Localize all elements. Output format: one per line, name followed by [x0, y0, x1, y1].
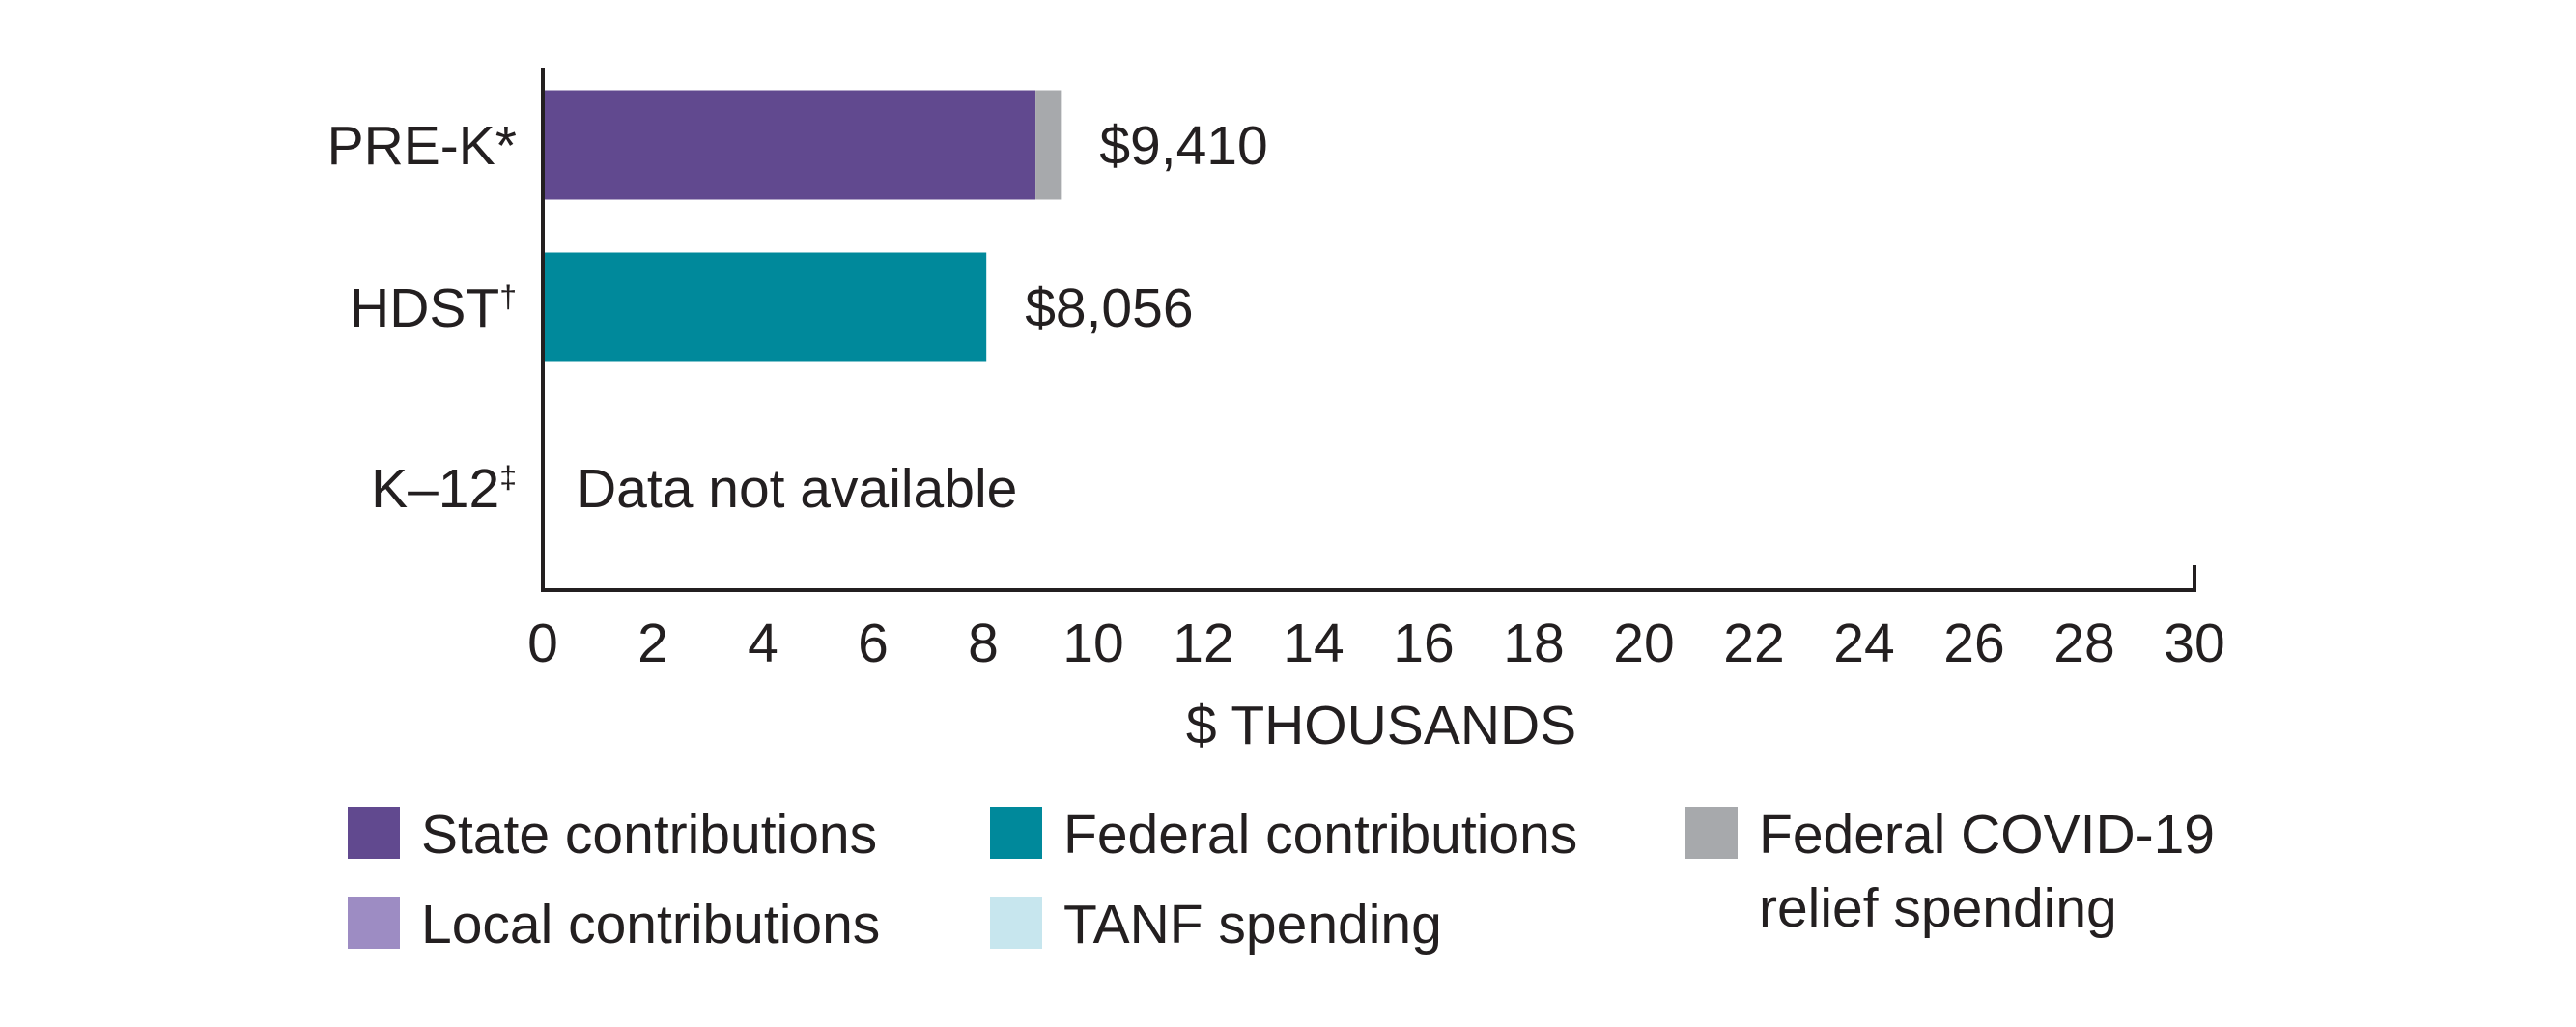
x-tick-label-18: 18: [1503, 613, 1564, 674]
x-tick-label-12: 12: [1173, 613, 1233, 674]
x-tick-label-10: 10: [1062, 613, 1123, 674]
category-label-hdst: HDST†: [350, 277, 517, 339]
category-label-k-12: K–12‡: [371, 458, 517, 520]
legend-label: TANF spending: [1063, 894, 1442, 956]
x-axis-title: $ THOUSANDS: [1186, 695, 1576, 756]
x-tick-label-4: 4: [748, 613, 778, 674]
legend-item-state-contributions: State contributions: [348, 804, 877, 866]
x-tick-label-24: 24: [1833, 613, 1894, 674]
legend-item-federal-covid-19-relief-spending: Federal COVID-19 relief spending: [1685, 804, 2215, 939]
legend-label: Local contributions: [421, 894, 880, 956]
x-tick-label-0: 0: [527, 613, 558, 674]
legend-item-tanf-spending: TANF spending: [990, 894, 1442, 956]
category-labels: PRE-K* HDST† K–12‡: [327, 115, 517, 520]
legend-label: Federal contributions: [1063, 804, 1577, 866]
legend-swatch-federal-contributions: [990, 807, 1042, 859]
legend-swatch-local-contributions: [348, 897, 400, 949]
legend-label: State contributions: [421, 804, 877, 866]
category-label-pre-k: PRE-K*: [327, 115, 517, 177]
x-tick-label-28: 28: [2053, 613, 2114, 674]
value-labels: $9,410 $8,056 Data not available: [577, 115, 1268, 520]
no-data-label: Data not available: [577, 458, 1017, 520]
x-tick-label-6: 6: [858, 613, 889, 674]
x-tick-label-8: 8: [968, 613, 999, 674]
legend-swatch-state-contributions: [348, 807, 400, 859]
legend-label: relief spending: [1759, 877, 2117, 939]
bar-pre-k-federal-covid-19-relief-spending: [1035, 90, 1062, 200]
bars-layer: [543, 90, 1062, 362]
x-tick-label-20: 20: [1613, 613, 1674, 674]
legend-item-federal-contributions: Federal contributions: [990, 804, 1577, 866]
x-tick-label-16: 16: [1393, 613, 1454, 674]
x-tick-labels: 0 2 4 6 8 10 12 14 16 18 20 22 24 26 28 30: [527, 613, 2225, 674]
value-label-hdst: $8,056: [1025, 277, 1193, 339]
x-tick-label-2: 2: [637, 613, 668, 674]
x-tick-label-26: 26: [1943, 613, 2004, 674]
bar-pre-k-state-contributions: [543, 90, 1036, 200]
x-tick-label-14: 14: [1283, 613, 1344, 674]
bar-hdst-federal-contributions: [543, 252, 987, 362]
x-tick-label-22: 22: [1723, 613, 1784, 674]
legend-label: Federal COVID-19: [1759, 804, 2215, 866]
x-tick-label-30: 30: [2164, 613, 2224, 674]
legend-swatch-federal-covid-19-relief-spending: [1685, 807, 1738, 859]
legend: State contributions Federal contributions…: [348, 804, 2215, 956]
legend-swatch-tanf-spending: [990, 897, 1042, 949]
legend-item-local-contributions: Local contributions: [348, 894, 880, 956]
value-label-pre-k: $9,410: [1099, 115, 1267, 177]
